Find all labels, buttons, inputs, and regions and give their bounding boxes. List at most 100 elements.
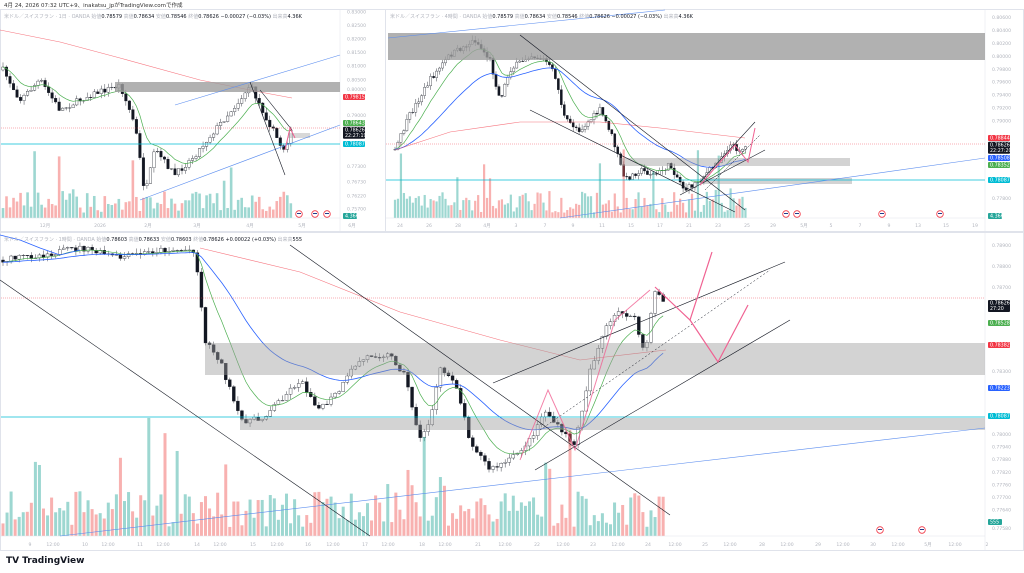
candle [64, 107, 68, 109]
candle [463, 403, 467, 418]
volume-bar [58, 508, 62, 536]
candle [580, 129, 584, 132]
volume-bar [131, 511, 135, 536]
candle [441, 62, 444, 69]
candle [229, 111, 233, 117]
ma-fast-line [2, 249, 664, 455]
volume-bar [643, 197, 646, 218]
candle [131, 109, 135, 120]
volume-bar [47, 198, 50, 218]
candle [243, 92, 247, 99]
price-tick: 0.75700 [347, 206, 366, 212]
volume-bar [70, 524, 74, 536]
volume-bar [732, 198, 735, 218]
volume-bar [483, 505, 487, 536]
candle [145, 183, 149, 186]
candle [619, 153, 622, 165]
tradingview-logo[interactable]: 𝗧𝗩 TradingView [6, 556, 84, 566]
legend-volume: 4.36K [287, 14, 302, 20]
volume-bar [500, 199, 504, 218]
price-tag-value: 0.78223 [990, 386, 1010, 392]
candle [637, 173, 640, 176]
volume-bar [422, 436, 426, 536]
price-tag-value: 0.79815 [345, 95, 365, 101]
volume-bar [441, 192, 444, 218]
volume-bar [366, 503, 369, 536]
volume-bar [595, 192, 599, 218]
tradingview-logo-icon: 𝗧𝗩 [6, 556, 20, 566]
legend-low-label: 安値 [546, 14, 557, 20]
volume-bar [285, 493, 288, 536]
volume-bar [447, 205, 450, 218]
price-tick: 0.79800 [992, 67, 1011, 73]
legend-symbol: 米ドル／スイスフラン · 1日 · OANDA [4, 14, 92, 20]
legend-volume: 4.36K [678, 14, 693, 20]
candle [106, 87, 110, 93]
price-tick: 0.80000 [992, 54, 1011, 60]
candle [211, 344, 216, 353]
candle [74, 247, 78, 251]
volume-bar [345, 520, 349, 536]
price-tag: 0.78087 [988, 177, 1010, 184]
volume-bar [240, 197, 243, 218]
flag-stripe [920, 529, 924, 530]
volume-bar [96, 210, 100, 218]
volume-bar [1, 523, 5, 536]
candle [622, 164, 625, 177]
time-tick: 25 [744, 223, 750, 229]
candle [248, 419, 252, 424]
volume-bar [679, 198, 682, 218]
price-tag-value: 0.78528 [990, 321, 1010, 327]
volume-bar [341, 506, 345, 536]
flag-stripe [795, 213, 799, 214]
price-tag-value: 0.78352 [990, 163, 1010, 169]
volume-bar [183, 494, 187, 536]
candle [444, 59, 447, 64]
volume-bar [658, 212, 661, 218]
candle [99, 88, 103, 94]
countdown-timer: 22:27:20 [990, 148, 1012, 154]
volume-bar [309, 522, 313, 536]
volume-bar [456, 177, 459, 218]
volume-bar [229, 167, 233, 218]
candle [126, 253, 131, 257]
volume-bar [195, 523, 199, 536]
candle [507, 457, 511, 463]
price-tick: 0.78000 [992, 432, 1011, 438]
volume-bar [568, 430, 572, 536]
trend-line [174, 54, 341, 106]
candle [506, 77, 510, 85]
volume-bar [653, 517, 657, 536]
candle [25, 255, 29, 256]
volume-bar [483, 164, 486, 218]
volume-bar [286, 195, 289, 218]
volume-bar [268, 206, 272, 218]
supply-demand-zone [115, 82, 340, 92]
volume-bar [155, 505, 159, 536]
price-tag: 0.78087 [988, 413, 1010, 420]
legend-symbol: 米ドル／スイスフラン · 1時間 · OANDA [4, 237, 97, 243]
candle [224, 363, 228, 380]
candle [497, 86, 501, 96]
candle [173, 168, 177, 176]
volume-bar [98, 513, 102, 536]
volume-bar [394, 492, 398, 536]
time-tick: 12:00 [611, 542, 624, 548]
volume-bar [382, 521, 386, 536]
price-tag-volume: 4.36K [988, 213, 1005, 220]
volume-bar [542, 202, 545, 218]
us-flag-event-icon [323, 210, 331, 218]
volume-bar [78, 491, 82, 536]
volume-bar [128, 201, 131, 218]
volume-bar [29, 206, 33, 218]
price-tick: 0.77880 [992, 457, 1011, 463]
volume-bar [114, 203, 117, 218]
volume-bar [103, 196, 107, 218]
volume-bar [42, 508, 45, 536]
volume-bar [572, 526, 576, 536]
candle [284, 394, 289, 401]
volume-bar [613, 502, 617, 536]
